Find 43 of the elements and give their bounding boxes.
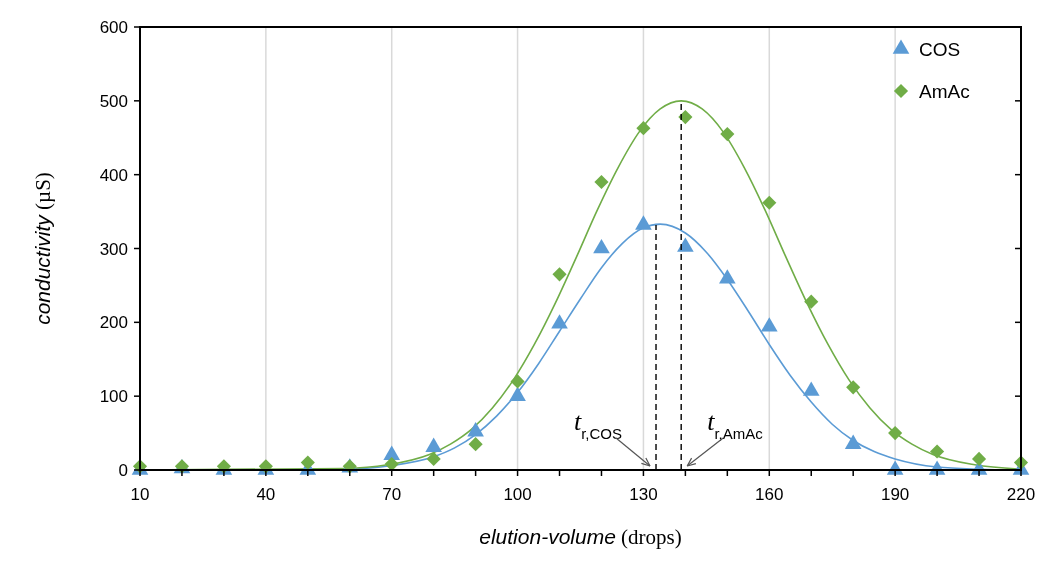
point [719,269,736,284]
x-tick-label: 10 [130,485,150,504]
point [677,237,694,252]
point [636,121,651,136]
x-tick-label: 130 [629,485,658,504]
point [467,422,484,437]
point [425,437,442,452]
point [635,215,652,230]
x-tick-label: 70 [382,485,402,504]
point [552,267,567,282]
x-tick-label: 160 [755,485,784,504]
y-tick-label: 100 [99,387,128,407]
y-tick-label: 600 [99,18,128,37]
legend-label: COS [919,39,961,60]
y-tick-label: 400 [99,165,128,185]
y-tick-label: 200 [99,313,128,333]
ref-line-label: t$_{r,AmAc}$ [707,407,764,442]
point [509,386,526,401]
point [802,381,820,396]
y-tick-label: 0 [118,461,128,480]
ref-line-label: t$_{r,COS}$ [573,407,623,442]
y-axis-title: conductivity (µS) [31,172,55,325]
point [593,238,610,254]
legend-label: AmAc [919,81,970,102]
point [760,317,778,332]
point [720,126,735,142]
point [383,445,401,461]
point [594,174,609,190]
point [762,195,777,210]
point [844,434,862,449]
x-tick-label: 190 [880,485,910,504]
y-tick-label: 300 [99,239,128,259]
point [510,374,525,389]
point [804,294,819,309]
point [426,451,441,466]
x-tick-label: 220 [1006,485,1036,504]
point [971,451,987,466]
x-tick-label: 40 [256,485,276,504]
x-tick-label: 100 [503,485,532,504]
x-axis-title: elution-volume (drops) [479,525,682,549]
y-tick-label: 500 [99,91,128,111]
point [551,314,568,329]
point [846,380,861,395]
